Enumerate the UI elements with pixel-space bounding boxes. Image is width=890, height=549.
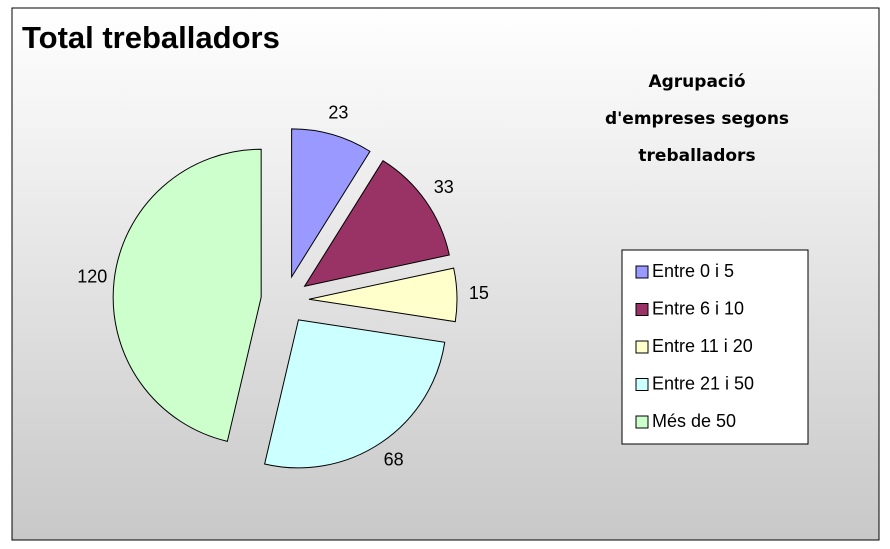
legend <box>621 249 809 445</box>
subtitle-line: treballadors <box>638 146 755 166</box>
pie-slice <box>112 148 262 442</box>
pie-slice <box>308 267 458 323</box>
legend-swatch <box>635 303 649 316</box>
data-label: 68 <box>384 449 404 469</box>
legend-swatch <box>635 265 649 279</box>
data-label: 120 <box>77 266 107 286</box>
legend-swatch <box>635 340 649 354</box>
legend-swatch <box>635 378 649 391</box>
pie-slice <box>303 159 450 287</box>
legend-swatch <box>635 415 649 429</box>
legend-label: Més de 50 <box>652 411 736 431</box>
chart-title: Total treballadors <box>22 20 280 55</box>
pie-slice <box>264 319 446 469</box>
legend-label: Entre 0 i 5 <box>652 261 734 281</box>
pie-slice <box>291 128 371 279</box>
data-label: 33 <box>434 177 454 197</box>
legend-label: Entre 21 i 50 <box>652 373 754 393</box>
data-label: 15 <box>469 283 489 303</box>
subtitle-line: d'empreses segons <box>605 109 789 129</box>
legend-label: Entre 6 i 10 <box>652 298 744 318</box>
legend-label: Entre 11 i 20 <box>652 336 753 356</box>
subtitle-line: Agrupació <box>648 72 745 92</box>
data-label: 23 <box>328 102 348 122</box>
